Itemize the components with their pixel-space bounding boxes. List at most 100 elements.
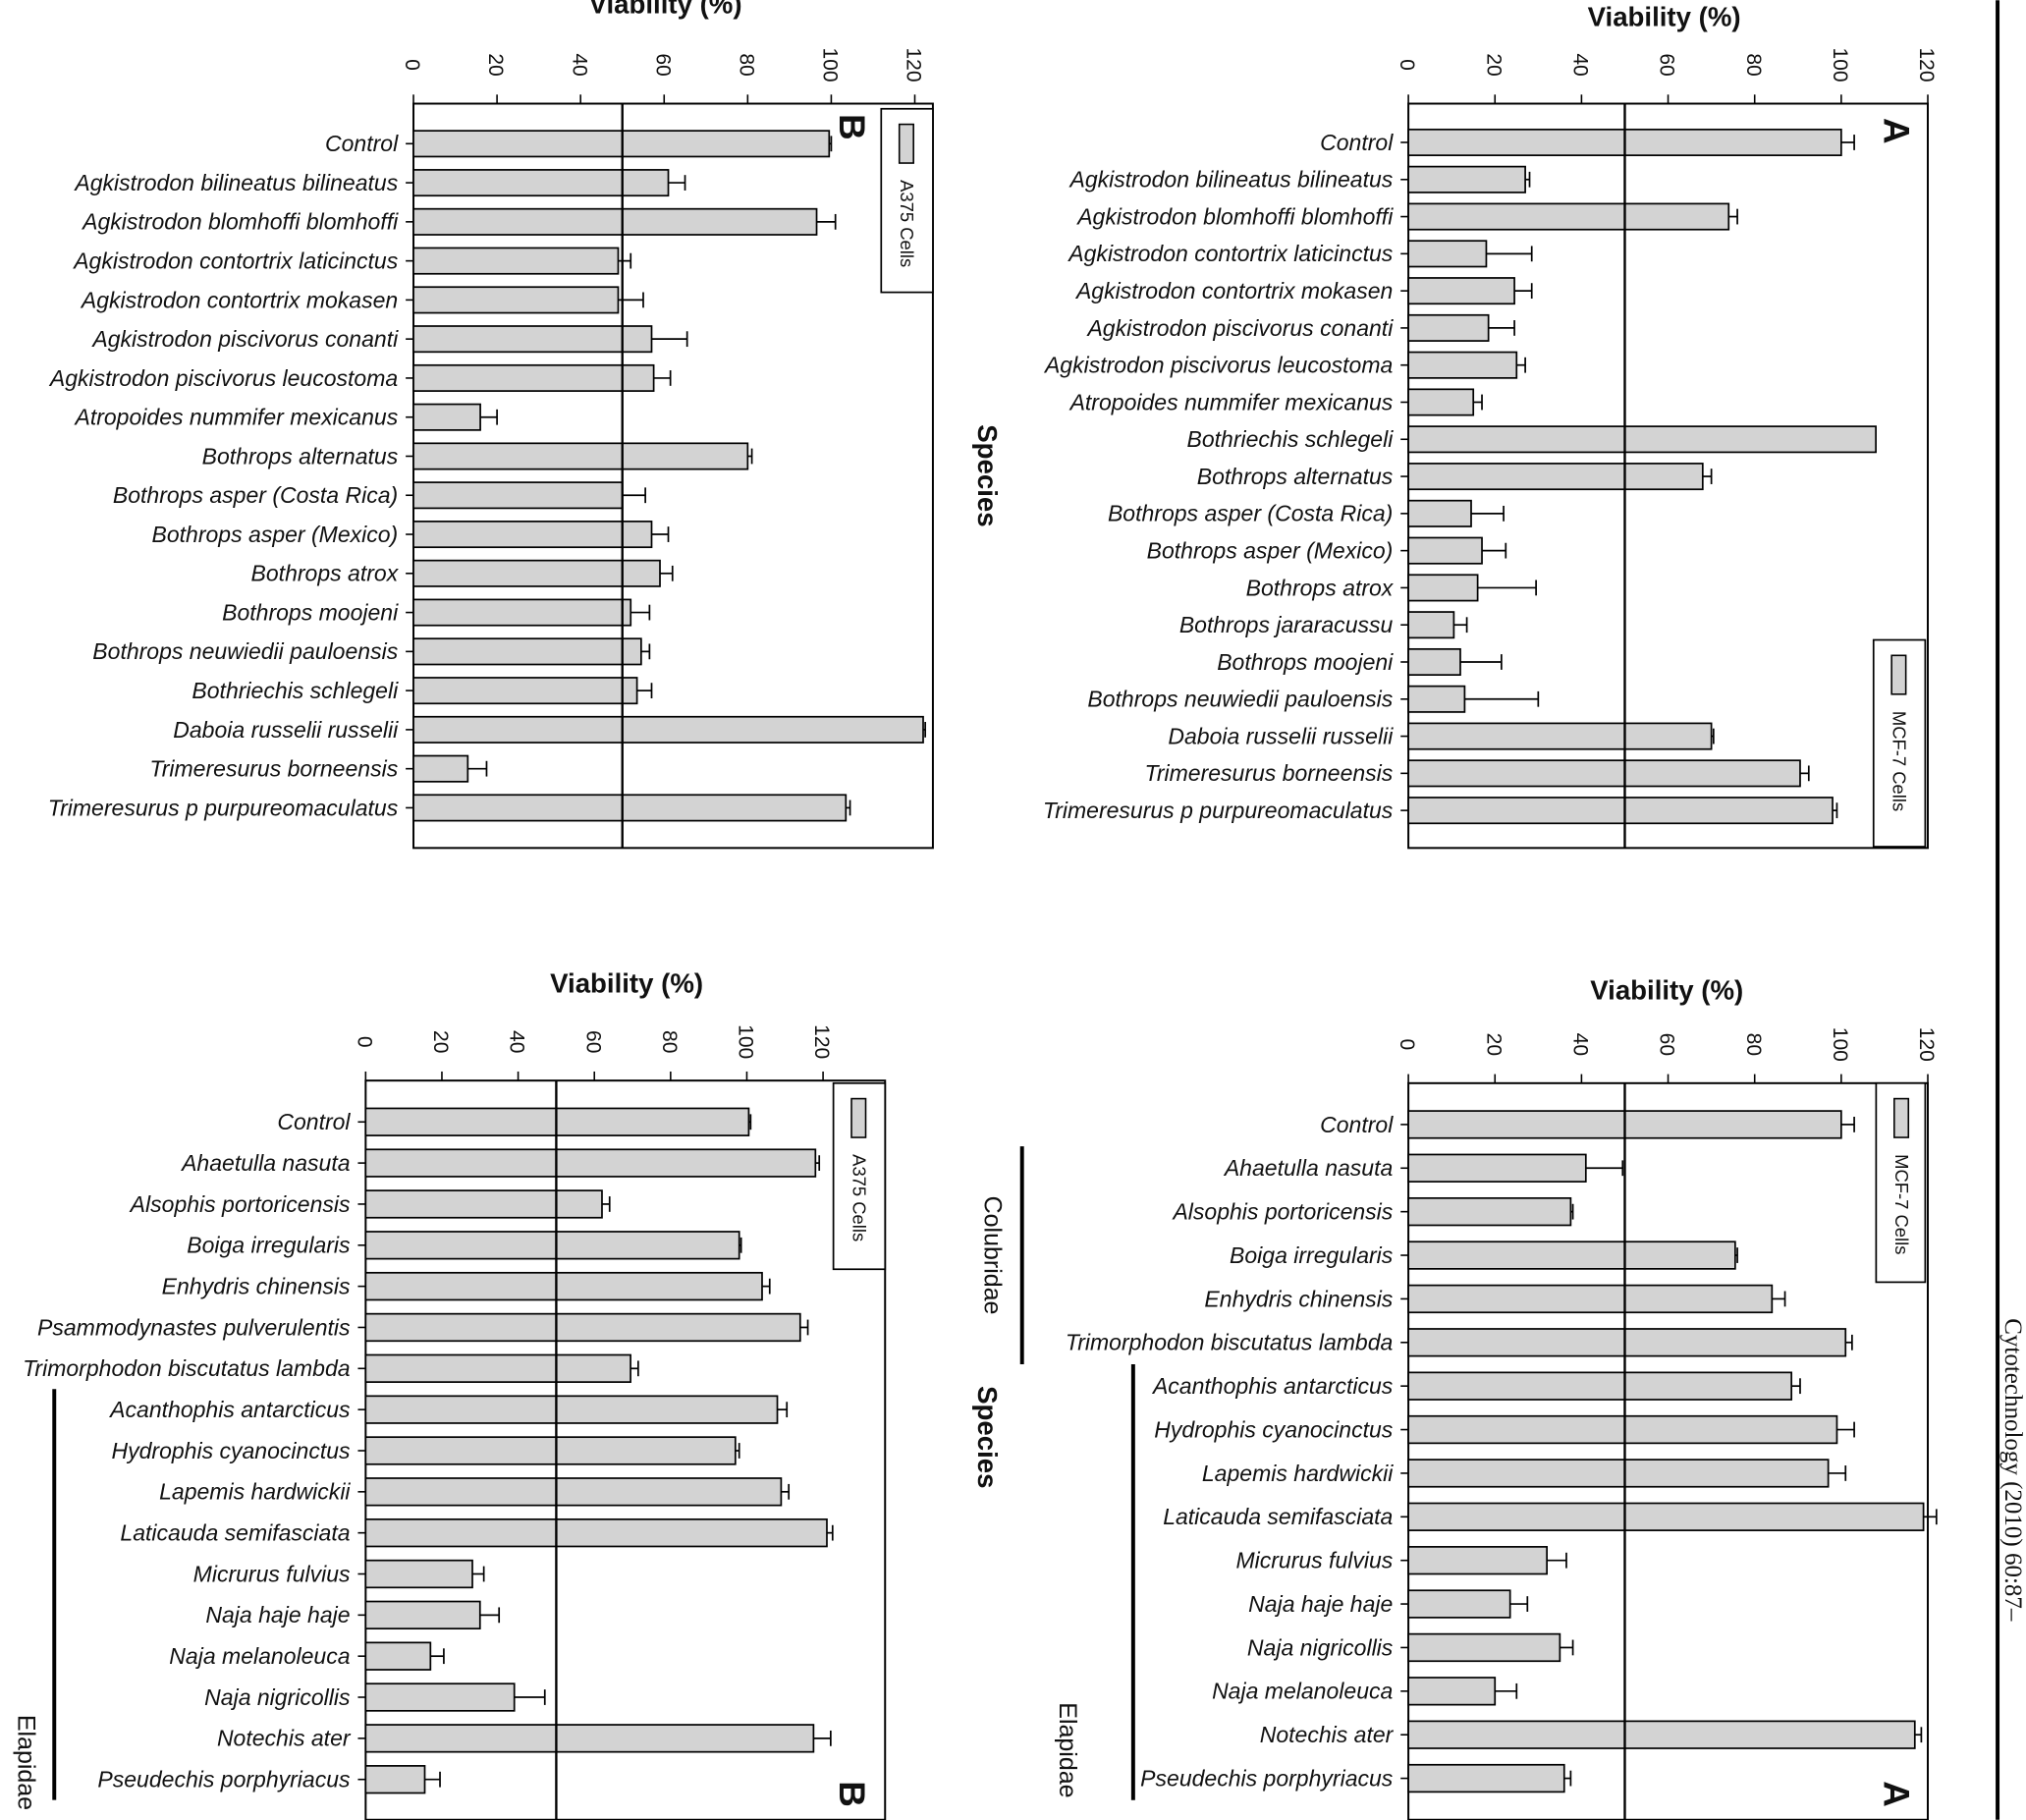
- category-label: Psammodynastes pulverulentis: [37, 1314, 351, 1340]
- bar: [364, 1271, 763, 1301]
- bar: [1407, 536, 1483, 565]
- x-axis-title: Viability (%): [550, 968, 703, 999]
- x-tick-label: 40: [506, 1030, 528, 1053]
- y-axis-title: Species: [972, 1386, 1003, 1488]
- x-tick-label: 100: [1829, 1027, 1851, 1062]
- x-tick-label: 100: [735, 1024, 757, 1059]
- category-label: Bothrops atrox: [1246, 575, 1395, 600]
- category-label: Naja haje haje: [1248, 1591, 1393, 1617]
- x-tick-label: 80: [1742, 1033, 1765, 1056]
- legend-box: [1875, 1081, 1927, 1284]
- category-label: Control: [277, 1109, 351, 1134]
- bar: [1407, 1677, 1497, 1706]
- x-tick-label: 80: [735, 53, 757, 76]
- category-label: Agkistrodon piscivorus conanti: [90, 326, 399, 352]
- x-tick-label: 40: [1569, 53, 1592, 76]
- bar: [412, 325, 653, 354]
- bar: [1407, 1632, 1561, 1663]
- bar: [1407, 1763, 1565, 1793]
- legend-label: A375 Cells: [849, 1154, 869, 1241]
- bar: [1407, 1546, 1548, 1575]
- plot-frame: [1407, 1081, 1929, 1820]
- category-label: Bothrops moojeni: [1217, 649, 1394, 675]
- category-label: Bothrops jararacussu: [1179, 612, 1394, 637]
- bar: [364, 1353, 631, 1383]
- bar: [412, 286, 620, 314]
- bar: [1407, 425, 1877, 454]
- category-label: Lapemis hardwickii: [1202, 1461, 1394, 1486]
- x-tick-label: 20: [1482, 1033, 1505, 1056]
- category-label: Bothrops asper (Costa Rica): [1108, 501, 1393, 526]
- category-label: Naja nigricollis: [204, 1684, 351, 1710]
- category-label: Bothrops neuwiedii pauloensis: [92, 638, 398, 664]
- category-label: Micrurus fulvius: [1235, 1548, 1393, 1573]
- bar: [1407, 759, 1801, 788]
- category-label: Agkistrodon piscivorus leucostoma: [48, 365, 399, 391]
- bar: [1407, 1196, 1572, 1227]
- x-tick-label: 60: [651, 53, 674, 76]
- bar: [1407, 647, 1461, 677]
- bar: [364, 1312, 801, 1343]
- legend-label: MCF-7 Cells: [1891, 1154, 1912, 1254]
- category-label: Bothrops alternatus: [1197, 464, 1394, 489]
- bar: [412, 521, 653, 549]
- category-label: Acanthophis antarcticus: [108, 1397, 351, 1422]
- bar: [1407, 1589, 1511, 1619]
- x-tick-label: 120: [810, 1024, 833, 1059]
- bar: [412, 637, 642, 666]
- bar: [412, 559, 661, 587]
- category-label: Naja melanoleuca: [169, 1643, 350, 1669]
- bar: [412, 598, 632, 627]
- x-tick-label: 100: [1829, 47, 1851, 82]
- category-label: Agkistrodon contortrix mokasen: [1074, 278, 1393, 303]
- bar: [1407, 574, 1479, 602]
- category-label: Bothrops moojeni: [222, 599, 399, 625]
- category-label: Daboia russelii russelii: [1168, 723, 1394, 748]
- bar: [1407, 1371, 1793, 1401]
- bar: [1407, 1720, 1916, 1749]
- x-tick-label: 80: [658, 1030, 681, 1053]
- bar: [412, 169, 670, 197]
- category-label: Naja melanoleuca: [1212, 1679, 1393, 1704]
- category-label: Boiga irregularis: [187, 1233, 351, 1258]
- category-label: Bothriechis schlegeli: [192, 678, 399, 703]
- bar: [364, 1189, 603, 1219]
- category-label: Agkistrodon contortrix mokasen: [80, 287, 398, 312]
- category-label: Ahaetulla nasuta: [1223, 1155, 1394, 1181]
- legend-swatch: [1890, 654, 1907, 695]
- chart-panel-A-crotalinae: 0 20 40 60 80 100 120 Viability (%) Species Contr…: [972, 2, 1938, 850]
- x-tick-label: 40: [1569, 1033, 1592, 1056]
- bar: [412, 715, 924, 744]
- bar: [364, 1148, 817, 1178]
- legend-swatch: [850, 1097, 867, 1138]
- bar: [412, 403, 481, 431]
- bar: [1407, 499, 1472, 527]
- y-axis-title: Species: [972, 424, 1003, 526]
- category-label: Pseudechis porphyriacus: [97, 1767, 351, 1792]
- bar: [1407, 611, 1455, 639]
- x-axis-title: Viability (%): [1590, 974, 1743, 1005]
- legend-swatch: [1893, 1097, 1910, 1138]
- bar: [1407, 463, 1704, 491]
- x-tick-label: 20: [1482, 53, 1505, 76]
- x-tick-label: 80: [1742, 53, 1765, 76]
- category-label: Pseudechis porphyriacus: [1140, 1765, 1394, 1791]
- category-label: Naja nigricollis: [1247, 1634, 1394, 1660]
- running-header: Cytotechnology (2010) 60:87–: [1999, 1318, 2026, 1622]
- plot-frame: [412, 102, 934, 850]
- x-tick-label: 60: [1656, 53, 1678, 76]
- category-label: Agkistrodon contortrix laticinctus: [72, 248, 399, 274]
- category-label: Agkistrodon blomhoffi blomhoffi: [1075, 203, 1394, 229]
- bar: [412, 247, 620, 275]
- category-label: Micrurus fulvius: [193, 1561, 351, 1586]
- category-label: Bothrops neuwiedii pauloensis: [1087, 687, 1393, 712]
- bar: [412, 207, 818, 236]
- x-tick-label: 20: [484, 53, 507, 76]
- bar: [364, 1600, 481, 1630]
- x-tick-label: 60: [581, 1030, 604, 1053]
- x-tick-label: 0: [401, 59, 423, 71]
- x-tick-label: 0: [1396, 1038, 1418, 1050]
- category-label: Hydrophis cyanocinctus: [111, 1438, 351, 1463]
- category-label: Agkistrodon piscivorus leucostoma: [1043, 353, 1394, 378]
